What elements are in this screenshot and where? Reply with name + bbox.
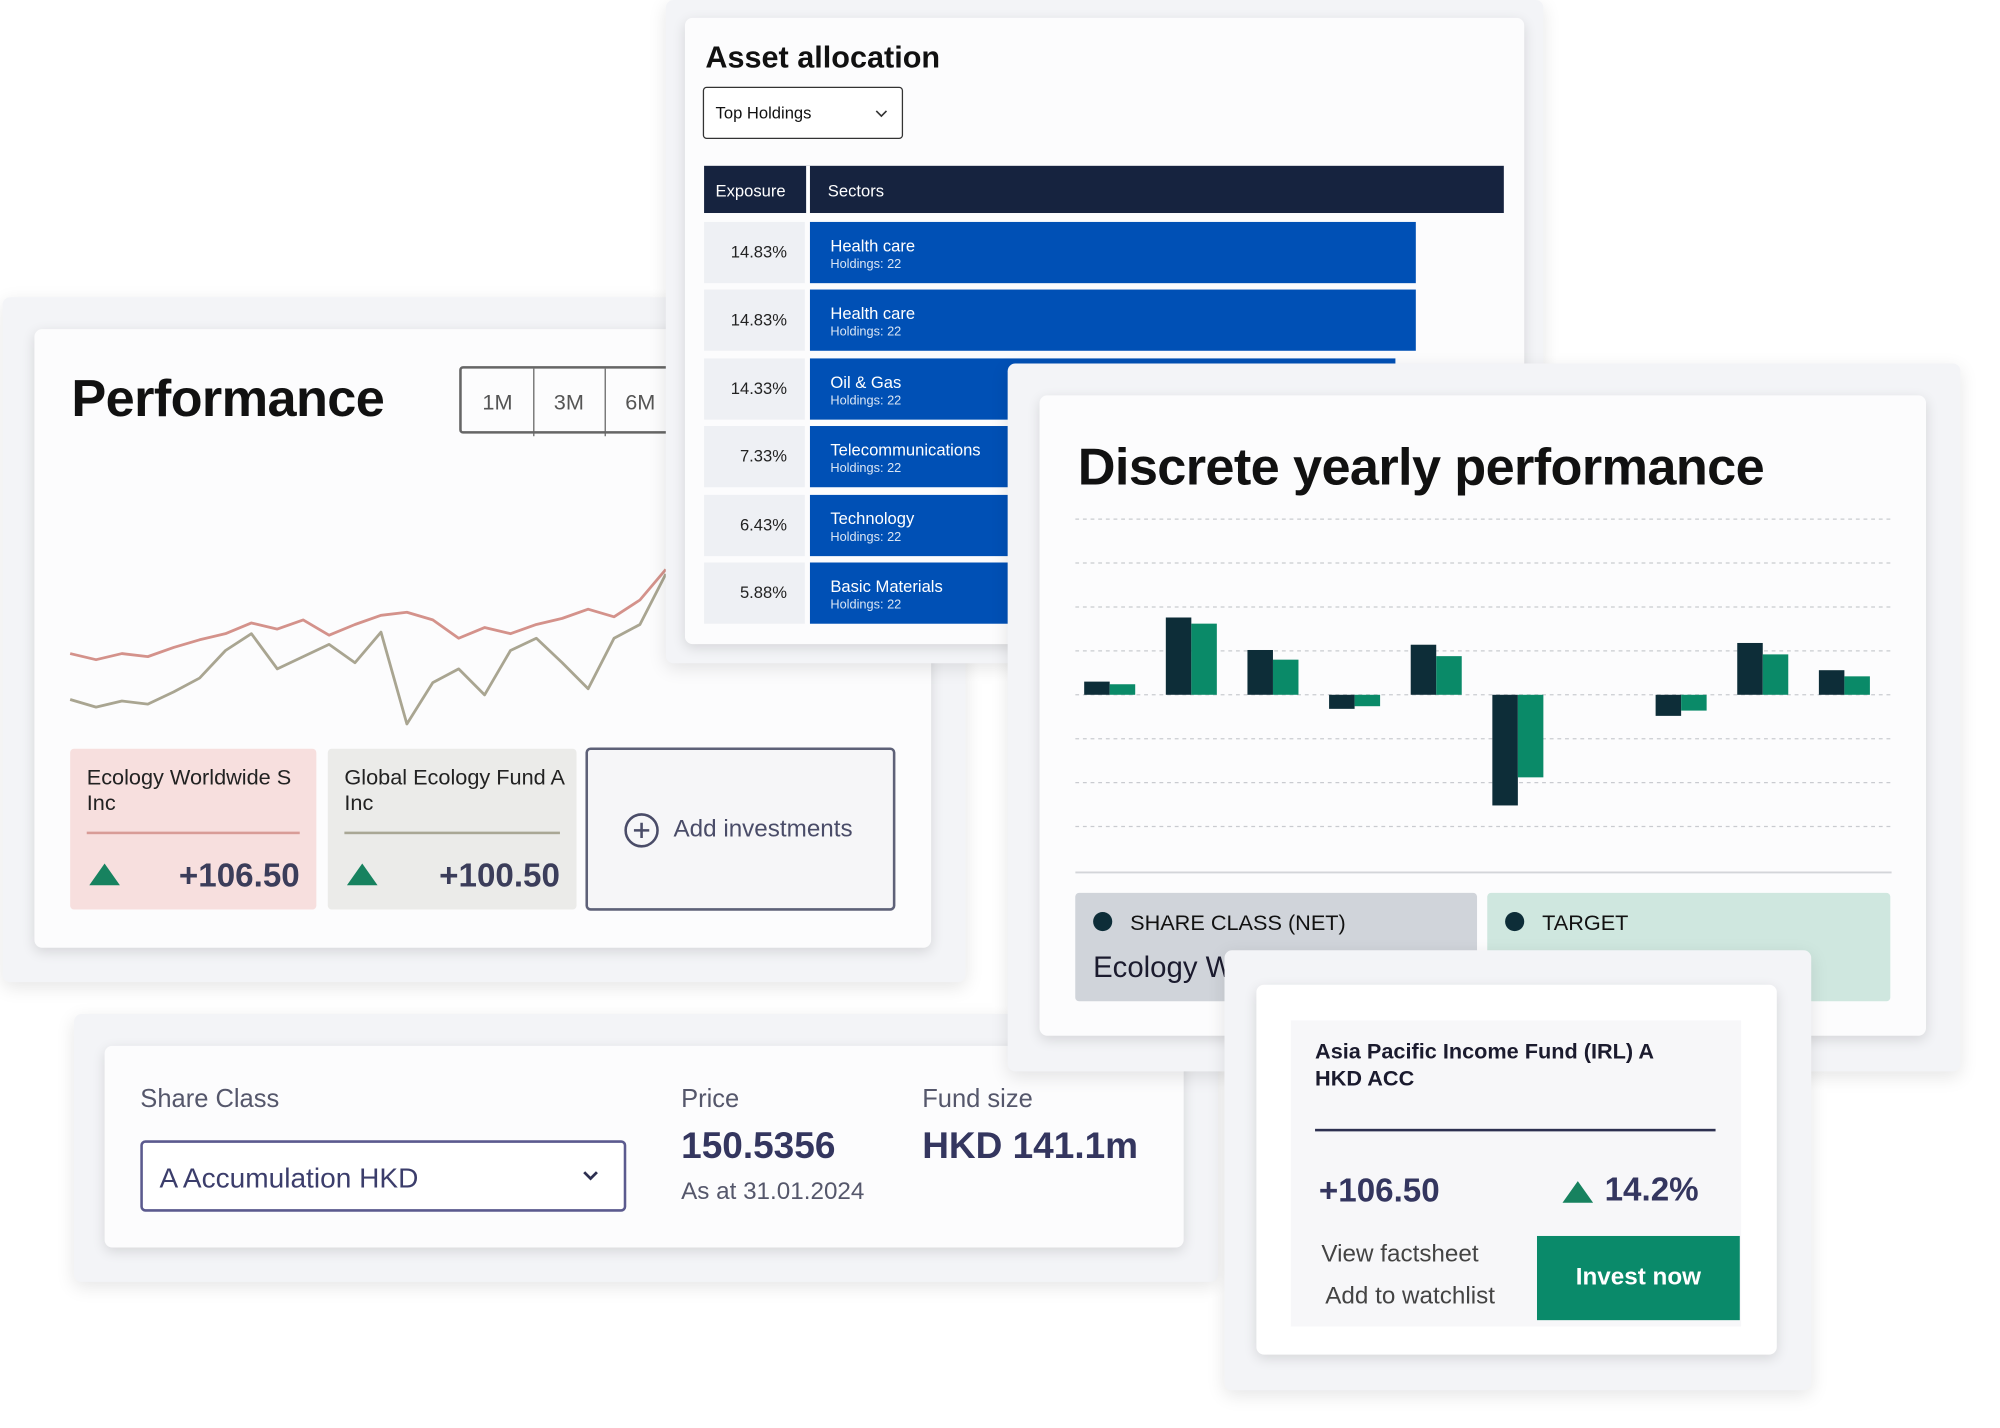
legend-label: TARGET <box>1542 910 1629 935</box>
bar <box>1681 694 1707 711</box>
legend-label: SHARE CLASS (NET) <box>1130 910 1346 935</box>
share-class-dropdown[interactable]: A Accumulation HKD <box>140 1140 627 1212</box>
allocation-bar: Health care Holdings: 22 <box>809 221 1416 284</box>
bar <box>1818 670 1845 695</box>
share-class-card: Share Class A Accumulation HKD Price 150… <box>73 1014 1219 1282</box>
bar <box>1517 694 1544 778</box>
tile-name: Global Ecology Fund A Inc <box>344 765 564 816</box>
exposure-cell: 14.83% <box>704 221 805 284</box>
sector-name: Oil & Gas <box>830 372 902 392</box>
header-cell: Exposure <box>715 181 786 201</box>
bar <box>1492 694 1518 806</box>
period-button[interactable]: 3M <box>533 368 606 437</box>
fund-card: Asia Pacific Income Fund (IRL) A HKD ACC… <box>1224 950 1812 1391</box>
fund-size-label: Fund size <box>922 1085 1033 1114</box>
holdings-count: Holdings: 22 <box>830 393 902 408</box>
holdings-count: Holdings: 22 <box>830 257 902 272</box>
share-class-label: Share Class <box>140 1085 280 1114</box>
bar <box>1272 659 1299 695</box>
exposure-cell: 6.43% <box>704 494 805 556</box>
invest-button[interactable]: Invest now <box>1536 1235 1740 1321</box>
bar <box>1410 644 1437 695</box>
bar <box>1844 676 1870 695</box>
up-arrow <box>89 863 120 886</box>
sector-name: Basic Materials <box>830 576 943 596</box>
asset-allocation-title: Asset allocation <box>705 40 941 76</box>
performance-line <box>69 573 668 726</box>
legend-dot <box>1505 911 1525 932</box>
period-button[interactable]: 6M <box>605 368 678 437</box>
discrete-card: Discrete yearly performance SHARE CLASS … <box>1007 363 1961 1072</box>
header-divider <box>806 165 810 214</box>
fund-change: 14.2% <box>1604 1169 1699 1208</box>
fund-title: Asia Pacific Income Fund (IRL) A HKD ACC <box>1315 1039 1654 1091</box>
holdings-count: Holdings: 22 <box>830 530 902 545</box>
fund-tile: Global Ecology Fund A Inc +100.50 <box>327 748 577 910</box>
sector-name: Health care <box>830 304 916 324</box>
period-button[interactable]: 1M <box>462 368 535 437</box>
bar <box>1762 654 1789 695</box>
exposure-cell: 7.33% <box>704 426 805 488</box>
holdings-count: Holdings: 22 <box>830 325 902 340</box>
header-cell: Sectors <box>827 181 885 201</box>
discrete-title: Discrete yearly performance <box>1077 437 1765 497</box>
fund-value: +106.50 <box>1318 1170 1440 1210</box>
tile-divider <box>344 831 560 835</box>
exposure-cell: 5.88% <box>704 562 805 624</box>
legend-dot <box>1093 911 1113 932</box>
chevron-icon <box>875 110 888 118</box>
bar <box>1165 617 1192 695</box>
chevron-icon <box>583 1171 598 1181</box>
allocation-bar: Health care Holdings: 22 <box>809 290 1416 352</box>
bar <box>1354 694 1381 707</box>
factsheet-link[interactable]: View factsheet <box>1321 1241 1479 1268</box>
sector-name: Telecommunications <box>830 440 981 460</box>
up-arrow <box>346 863 378 886</box>
fund-tile: Ecology Worldwide S Inc +106.50 <box>70 748 317 910</box>
performance-title: Performance <box>71 368 385 428</box>
sector-name: Health care <box>830 235 916 256</box>
bar <box>1436 656 1462 695</box>
up-arrow <box>1562 1181 1594 1203</box>
performance-line <box>69 568 667 662</box>
bar <box>1191 623 1217 695</box>
discrete-chart <box>1075 518 1892 874</box>
tile-value: +106.50 <box>178 855 300 895</box>
exposure-cell: 14.83% <box>704 290 805 352</box>
performance-chart <box>69 568 668 726</box>
exposure-cell: 14.33% <box>704 358 805 420</box>
bar <box>1737 642 1763 695</box>
bar <box>1109 684 1136 695</box>
plus-icon <box>624 813 659 848</box>
tile-name: Ecology Worldwide S Inc <box>86 765 292 816</box>
bar <box>1655 694 1682 716</box>
fund-size-value: HKD 141.1m <box>922 1126 1139 1168</box>
price-value: 150.5356 <box>681 1126 836 1168</box>
holdings-count: Holdings: 22 <box>830 461 902 477</box>
watchlist-link[interactable]: Add to watchlist <box>1325 1283 1495 1310</box>
price-date: As at 31.01.2024 <box>681 1178 865 1206</box>
tile-value: +100.50 <box>439 855 560 895</box>
bar <box>1329 694 1355 709</box>
holdings-count: Holdings: 22 <box>830 598 902 613</box>
sector-name: Technology <box>830 508 915 528</box>
tile-divider <box>86 831 300 835</box>
add-investments-label: Add investments <box>673 816 853 844</box>
bar <box>1084 681 1110 695</box>
table-header: Exposure Sectors <box>704 165 1504 214</box>
dropdown-value: A Accumulation HKD <box>159 1161 419 1194</box>
price-label: Price <box>681 1085 740 1114</box>
add-investments-button[interactable]: Add investments <box>585 747 896 911</box>
dropdown-label: Top Holdings <box>715 103 812 123</box>
period-selector: 1M 3M 6M <box>459 366 689 437</box>
bar <box>1247 649 1273 695</box>
fund-divider <box>1315 1128 1716 1132</box>
holdings-dropdown[interactable]: Top Holdings <box>702 86 904 140</box>
